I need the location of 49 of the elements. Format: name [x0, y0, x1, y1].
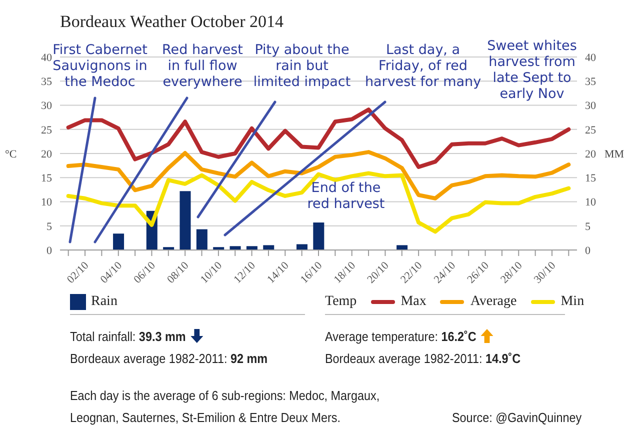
y-tick-label: 35 — [41, 76, 52, 88]
text: Bordeaux average 1982-2011: 14.9˚C — [325, 351, 521, 366]
y2-tick-label: 40 — [585, 52, 596, 64]
text: Total rainfall: 39.3 mm — [70, 329, 186, 344]
line-series — [66, 108, 571, 170]
bar — [196, 229, 208, 250]
bar — [230, 246, 241, 250]
annotation: First Cabernet Sauvignons in the Medoc — [52, 42, 148, 90]
bar — [313, 222, 324, 250]
legend-label: Min — [560, 294, 584, 310]
source-note: Source: @GavinQuinney — [452, 410, 582, 425]
y2-tick-label: 30 — [585, 100, 596, 112]
legend-title: Temp — [325, 294, 357, 309]
annotation: Pity about the rain but limited impact — [253, 42, 351, 90]
y-tick-label: 25 — [41, 124, 52, 136]
y2-tick-label: 15 — [585, 172, 596, 185]
annotation: Last day, a Friday, of red harvest for many — [364, 42, 482, 90]
y-tick-label: 40 — [41, 52, 52, 64]
y2-tick-label: 0 — [585, 244, 591, 257]
legend-label: Average — [470, 294, 517, 310]
y-tick-label: 30 — [41, 100, 52, 112]
y2-tick-label: 25 — [585, 124, 596, 136]
bar — [396, 245, 408, 250]
y-axis-title: °C — [5, 148, 17, 160]
bar — [296, 244, 308, 250]
legend-label: Max — [400, 294, 426, 310]
bar — [263, 245, 274, 250]
bar — [113, 234, 124, 250]
annotation: Red harvest in full flow everywhere — [162, 42, 243, 90]
y-tick-label: 0 — [46, 244, 52, 257]
y2-axis-title: MM — [604, 148, 624, 160]
line-series — [66, 171, 571, 234]
legend-label: Rain — [91, 294, 118, 310]
text: Average temperature: 16.2˚C — [325, 329, 476, 344]
chart-title: Bordeaux Weather October 2014 — [60, 12, 284, 31]
y-tick-label: 10 — [41, 196, 52, 209]
bar — [180, 191, 191, 250]
y-tick-label: 5 — [46, 220, 52, 233]
y2-tick-label: 35 — [585, 76, 596, 88]
y2-tick-label: 5 — [585, 220, 591, 233]
annotation: End of the red harvest — [307, 180, 385, 212]
text: Bordeaux average 1982-2011: 92 mm — [70, 351, 268, 366]
y-tick-label: 20 — [41, 148, 52, 160]
text: Each day is the average of 6 sub-regions: Medoc, Margaux, Leognan, Sauternes, St-Emilion & Entre Deux Mers. — [70, 388, 380, 425]
bar — [246, 246, 258, 250]
y-tick-label: 15 — [41, 172, 52, 185]
y2-tick-label: 10 — [585, 196, 596, 209]
annotation: Sweet whites harvest from late Sept to early Nov — [487, 38, 577, 102]
y2-tick-label: 20 — [585, 148, 596, 160]
